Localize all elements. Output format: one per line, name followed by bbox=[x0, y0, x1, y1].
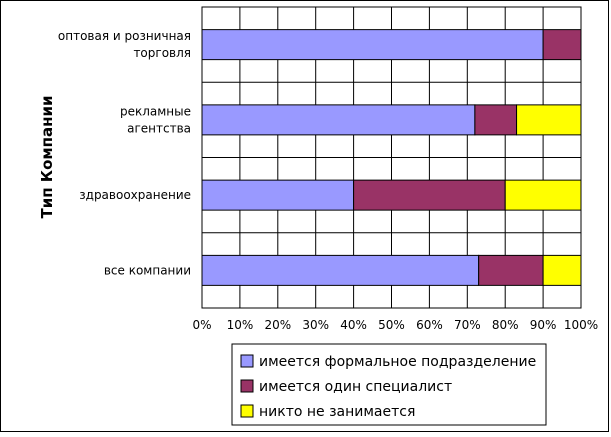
x-tick-label: 20% bbox=[264, 318, 291, 332]
bar-segment-0-0 bbox=[201, 29, 544, 61]
legend-label: никто не занимается bbox=[259, 404, 415, 420]
legend-label: имеется формальное подразделение bbox=[259, 354, 536, 370]
x-tick-label: 0% bbox=[192, 318, 211, 332]
legend: имеется формальное подразделение имеется … bbox=[231, 343, 547, 426]
category-label: здравоохранение bbox=[79, 188, 191, 202]
x-tick-label: 80% bbox=[492, 318, 519, 332]
category-label: рекламные bbox=[120, 104, 191, 118]
bars bbox=[201, 29, 582, 286]
x-tick-label: 70% bbox=[454, 318, 481, 332]
x-tick-label: 10% bbox=[227, 318, 254, 332]
bar-segment-1-0 bbox=[201, 104, 476, 136]
bar-segment-2-0 bbox=[201, 179, 355, 211]
legend-swatch bbox=[240, 404, 254, 418]
y-axis-label: Тип Компании bbox=[38, 95, 56, 218]
bar-segment-0-1 bbox=[542, 29, 582, 61]
x-tick-label: 30% bbox=[302, 318, 329, 332]
category-label: торговля bbox=[133, 46, 191, 60]
category-label: агентства bbox=[127, 121, 191, 135]
bar-segment-3-0 bbox=[201, 254, 480, 286]
bar-segment-2-2 bbox=[504, 179, 582, 211]
legend-box bbox=[231, 343, 547, 426]
bar-segment-3-2 bbox=[542, 254, 582, 286]
x-tick-label: 50% bbox=[378, 318, 405, 332]
category-label: оптовая и розничная bbox=[58, 29, 191, 43]
x-tick-label: 90% bbox=[530, 318, 557, 332]
x-tick-label: 100% bbox=[564, 318, 598, 332]
bar-segment-3-1 bbox=[478, 254, 544, 286]
bar-segment-1-2 bbox=[516, 104, 582, 136]
legend-label: имеется один специалист bbox=[259, 379, 452, 395]
x-tick-label: 40% bbox=[340, 318, 367, 332]
bar-segment-1-1 bbox=[474, 104, 518, 136]
category-labels: оптовая и розничная торговля рекламные аген… bbox=[58, 29, 191, 277]
category-label: все компании bbox=[104, 263, 191, 277]
legend-swatch bbox=[240, 379, 254, 393]
x-tick-labels: 0% 10% 20% 30% 40% 50% 60% 70% 80% 90% 100% bbox=[192, 318, 598, 332]
legend-swatch bbox=[240, 354, 254, 368]
bar-segment-2-1 bbox=[353, 179, 506, 211]
x-tick-label: 60% bbox=[416, 318, 443, 332]
